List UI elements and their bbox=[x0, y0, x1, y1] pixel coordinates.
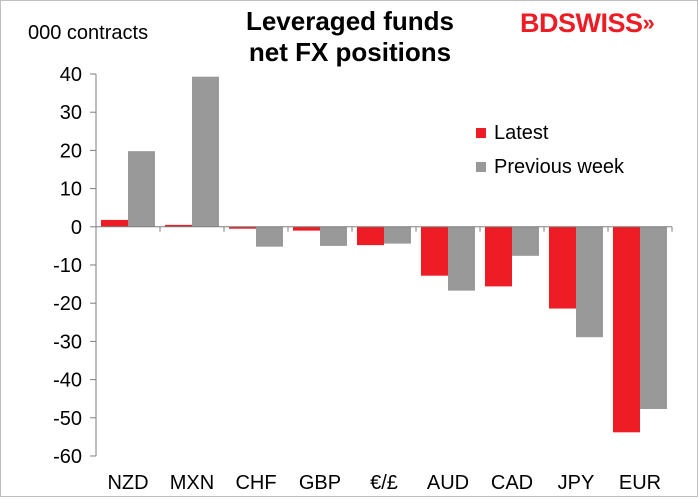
y-tick-label: 30 bbox=[60, 102, 82, 124]
legend-swatch-latest bbox=[476, 128, 486, 138]
bar-latest-8 bbox=[613, 226, 640, 433]
y-tick-label: -60 bbox=[53, 446, 82, 468]
bar-latest-5 bbox=[421, 226, 448, 276]
legend-swatch-previous bbox=[476, 162, 486, 172]
bar-latest-7 bbox=[549, 226, 576, 309]
bar-previous-1 bbox=[192, 76, 219, 227]
bar-previous-3 bbox=[320, 226, 347, 246]
y-tick-label: -50 bbox=[53, 408, 82, 430]
bar-previous-8 bbox=[640, 226, 667, 410]
bar-latest-2 bbox=[229, 226, 256, 229]
bar-previous-6 bbox=[512, 226, 539, 256]
legend-label-latest: Latest bbox=[494, 122, 549, 144]
bdswiss-logo: BDSWISS» bbox=[520, 8, 655, 39]
bar-previous-4 bbox=[384, 226, 411, 244]
y-tick-label: 40 bbox=[60, 64, 82, 86]
y-tick-label: -10 bbox=[53, 255, 82, 277]
bar-previous-2 bbox=[256, 226, 283, 247]
x-tick-label: €/£ bbox=[370, 472, 398, 494]
bar-latest-0 bbox=[101, 219, 128, 227]
x-tick-label: EUR bbox=[619, 472, 661, 494]
logo-arrow-icon: » bbox=[642, 10, 655, 35]
y-tick-label: 10 bbox=[60, 179, 82, 201]
x-tick-label: AUD bbox=[427, 472, 469, 494]
x-tick-label: NZD bbox=[107, 472, 148, 494]
bar-previous-5 bbox=[448, 226, 475, 291]
x-tick-label: JPY bbox=[558, 472, 595, 494]
chart-title: Leveraged funds net FX positions bbox=[150, 6, 550, 68]
logo-swiss: SWISS bbox=[558, 8, 643, 38]
y-tick-label: -20 bbox=[53, 293, 82, 315]
x-tick-label: CHF bbox=[235, 472, 276, 494]
logo-bd: BD bbox=[520, 8, 559, 38]
y-tick-label: 20 bbox=[60, 140, 82, 162]
bar-latest-1 bbox=[165, 224, 192, 227]
bar-previous-0 bbox=[128, 151, 155, 227]
x-tick-label: CAD bbox=[491, 472, 533, 494]
title-line-1: Leveraged funds bbox=[245, 6, 455, 36]
legend-item-previous: Previous week bbox=[476, 156, 624, 179]
y-tick-label: -30 bbox=[53, 331, 82, 353]
x-tick-label: GBP bbox=[299, 472, 341, 494]
y-tick-label: -40 bbox=[53, 370, 82, 392]
y-axis-unit-label: 000 contracts bbox=[28, 22, 149, 44]
bar-latest-3 bbox=[293, 226, 320, 231]
bar-latest-6 bbox=[485, 226, 512, 287]
title-line-2: net FX positions bbox=[248, 37, 452, 67]
bar-previous-7 bbox=[576, 226, 603, 338]
legend-item-latest: Latest bbox=[476, 122, 548, 145]
y-tick-label: 0 bbox=[71, 217, 82, 239]
legend-label-previous: Previous week bbox=[494, 156, 625, 178]
x-tick-label: MXN bbox=[170, 472, 214, 494]
bar-latest-4 bbox=[357, 226, 384, 246]
